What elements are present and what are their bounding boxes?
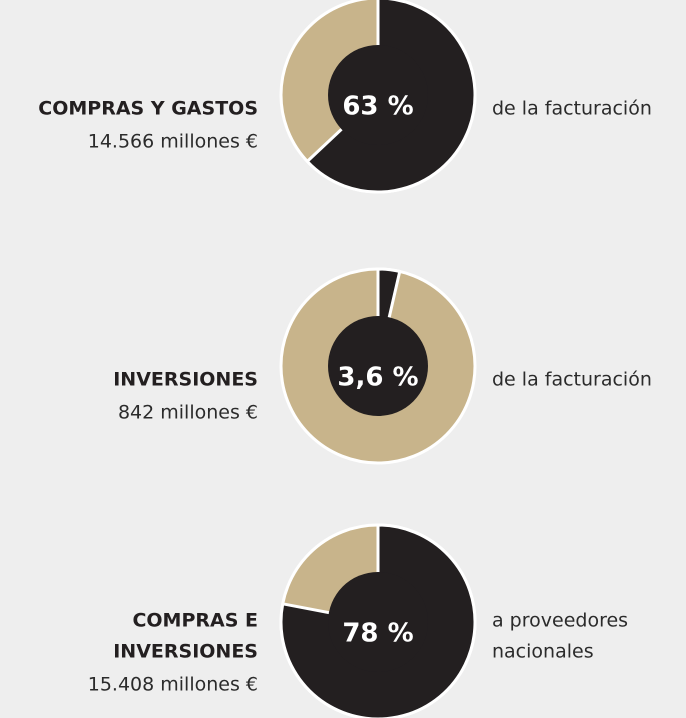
note: de la facturación [492, 369, 652, 391]
note: a proveedores [492, 610, 628, 632]
pie-hole [328, 572, 428, 672]
subtitle: 15.408 millones € [88, 674, 258, 696]
pie-slice [279, 523, 477, 718]
label: INVERSIONES [113, 369, 258, 391]
note: de la facturación [492, 98, 652, 120]
label: INVERSIONES [113, 641, 258, 663]
subtitle: 14.566 millones € [88, 131, 258, 153]
pie-hole [328, 45, 428, 145]
note: nacionales [492, 641, 594, 663]
value-label: 78 % [342, 619, 413, 649]
subtitle: 842 millones € [118, 402, 258, 424]
label: COMPRAS E [132, 610, 258, 632]
label: COMPRAS Y GASTOS [38, 98, 258, 120]
value-label: 3,6 % [337, 363, 418, 393]
pie-hole [328, 316, 428, 416]
value-label: 63 % [342, 92, 413, 122]
